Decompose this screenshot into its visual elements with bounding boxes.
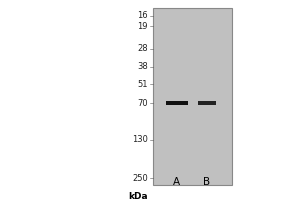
Text: kDa: kDa: [128, 192, 148, 200]
Text: 250: 250: [132, 174, 148, 183]
Text: 38: 38: [137, 62, 148, 71]
Text: 19: 19: [137, 22, 148, 31]
Bar: [198, 101, 216, 105]
Bar: [166, 101, 188, 105]
Text: 130: 130: [132, 135, 148, 144]
Text: 70: 70: [137, 99, 148, 108]
Text: 51: 51: [137, 80, 148, 89]
Text: 16: 16: [137, 11, 148, 20]
Text: 28: 28: [137, 44, 148, 53]
Text: B: B: [203, 177, 210, 187]
Text: A: A: [173, 177, 180, 187]
Bar: [153, 8, 232, 185]
